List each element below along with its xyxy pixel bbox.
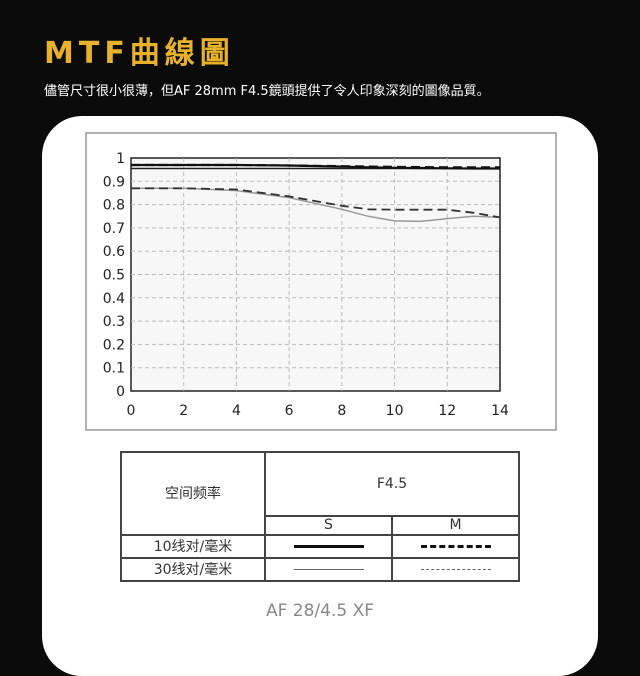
x-tick-label: 2: [179, 403, 188, 419]
subtitle: 儘管尺寸很小很薄，但AF 28mm F4.5鏡頭提供了令人印象深刻的圖像品質。: [44, 84, 490, 99]
x-tick-label: 6: [285, 403, 294, 419]
s-header: S: [264, 515, 393, 536]
legend-30-m-line: [420, 568, 491, 570]
y-tick-label: 0.9: [103, 174, 125, 190]
legend-30-s-line: [293, 568, 364, 570]
y-tick-label: 0.6: [103, 244, 125, 260]
mtf-chart: 00.10.20.30.40.50.60.70.80.910 2 4 6 8 10 12 14: [85, 132, 557, 431]
x-tick-label: 0: [127, 403, 136, 419]
y-tick-label: 0.7: [103, 221, 125, 237]
row-30lp: 30线对/毫米: [120, 556, 266, 583]
y-tick-label: 0: [116, 384, 125, 400]
y-tick-label: 0.2: [103, 337, 125, 353]
page-title: MTF曲線圖: [44, 36, 235, 71]
x-tick-label: 10: [386, 403, 404, 419]
x-tick-label: 8: [337, 403, 346, 419]
legend-10-m-line: [420, 544, 491, 548]
y-tick-label: 0.5: [103, 268, 125, 284]
series-line-4: [131, 187, 501, 219]
x-tick-label: 12: [438, 403, 456, 419]
x-tick-label: 14: [491, 403, 509, 419]
y-tick-label: 0.1: [103, 361, 125, 377]
chart-frame: [85, 132, 557, 431]
legend-10-s-line: [293, 544, 364, 548]
freq-header: 空间频率: [120, 451, 266, 536]
y-tick-label: 0.4: [103, 291, 125, 307]
aperture-header: F4.5: [264, 451, 520, 517]
series-line-2: [131, 163, 500, 169]
caption: AF 28/4.5 XF: [265, 601, 375, 621]
row-10lp: 10线对/毫米: [120, 533, 266, 559]
plot-area: [130, 157, 501, 392]
y-tick-label: 0.3: [103, 314, 125, 330]
m-header: M: [391, 515, 520, 536]
y-tick-label: 1: [116, 151, 125, 167]
y-tick-label: 0.8: [103, 198, 125, 214]
x-tick-label: 4: [232, 403, 241, 419]
